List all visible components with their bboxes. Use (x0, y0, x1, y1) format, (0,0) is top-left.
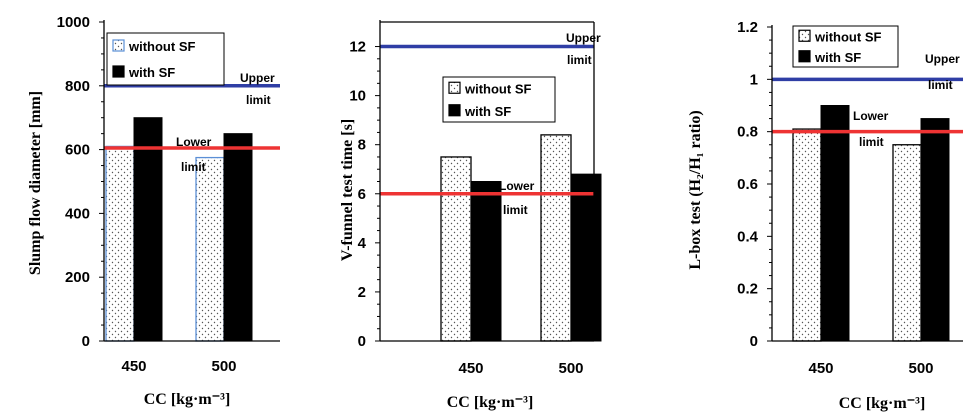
lower-limit-label: Lower (499, 179, 535, 193)
legend-swatch (112, 65, 125, 78)
y-tick-label: 0.8 (737, 124, 758, 141)
y-tick-label: 400 (65, 205, 90, 222)
x-tick-label: 450 (121, 358, 146, 375)
bar-without-sf-500 (540, 134, 572, 342)
y-axis-label: Slump flow diameter [mm] (27, 91, 44, 275)
legend: without SF with SF (442, 76, 556, 123)
legend-entry: without SF (464, 81, 531, 96)
legend-swatch (448, 104, 461, 117)
lower-limit-label: Lower (853, 109, 889, 123)
legend-swatch (112, 39, 125, 52)
y-tick-label: 0 (82, 333, 90, 350)
bar-with-sf-450 (470, 181, 502, 342)
bar-without-sf-450 (440, 156, 472, 342)
legend-entry: with SF (128, 65, 175, 80)
bar-without-sf-450 (105, 145, 135, 342)
legend-swatch (798, 50, 811, 63)
bar-with-sf-450 (133, 117, 163, 342)
bar-without-sf-500 (195, 156, 225, 342)
chart-panel-2: 0 2 4 6 8 10 12 Upper limit Lower limit 450 500 CC [k… (339, 20, 602, 411)
y-tick-label: 1 (750, 71, 758, 88)
x-tick-label: 500 (908, 360, 933, 377)
x-axis-label: CC [kg·m⁻³] (839, 395, 926, 412)
y-axis-label: L-box test (H₂/H₁ ratio) (687, 110, 704, 269)
legend-swatch (798, 29, 811, 42)
legend-entry: without SF (814, 29, 881, 44)
lower-limit-sublabel: limit (181, 160, 206, 174)
upper-limit-sublabel: limit (567, 53, 592, 67)
legend: without SF with SF (792, 25, 899, 68)
bar-without-sf-500 (892, 144, 922, 342)
y-tick-label: 200 (65, 269, 90, 286)
x-tick-label: 450 (808, 360, 833, 377)
y-axis-label: V-funnel test time [s] (339, 119, 356, 261)
bar-with-sf-500 (920, 118, 950, 342)
x-tick-label: 450 (458, 360, 483, 377)
x-axis-label: CC [kg·m⁻³] (144, 391, 231, 408)
x-axis-label: CC [kg·m⁻³] (447, 394, 534, 411)
upper-limit-label: Upper (566, 31, 601, 45)
chart-panel-3: 0 0.2 0.4 0.6 0.8 1 1.2 Upper limit Lower limit 450… (687, 19, 963, 412)
y-tick-label: 4 (358, 235, 367, 252)
legend-entry: without SF (128, 39, 195, 54)
legend-box (442, 76, 556, 123)
legend-box (106, 32, 225, 86)
y-tick-label: 0 (750, 333, 758, 350)
y-tick-label: 0.4 (737, 228, 759, 245)
upper-limit-label: Upper (240, 71, 275, 85)
bar-without-sf-450 (792, 128, 822, 342)
upper-limit-sublabel: limit (928, 78, 953, 92)
x-tick-label: 500 (211, 358, 236, 375)
lower-limit-sublabel: limit (859, 135, 884, 149)
y-tick-label: 1000 (57, 14, 90, 31)
y-tick-label: 600 (65, 142, 90, 159)
lower-limit-sublabel: limit (503, 203, 528, 217)
y-tick-label: 6 (358, 186, 366, 203)
y-tick-label: 2 (358, 284, 366, 301)
x-tick-label: 500 (558, 360, 583, 377)
legend-entry: with SF (814, 50, 861, 65)
y-tick-label: 0.6 (737, 176, 758, 193)
legend: without SF with SF (106, 32, 225, 86)
chart-panel-1: 0 200 400 600 800 1000 Upper limit Lower limit 450… (27, 14, 280, 408)
legend-swatch (448, 81, 461, 94)
y-tick-label: 800 (65, 78, 90, 95)
y-tick-label: 12 (349, 39, 366, 56)
legend-entry: with SF (464, 104, 511, 119)
bar-with-sf-500 (223, 133, 253, 342)
bar-with-sf-450 (820, 105, 850, 342)
lower-limit-label: Lower (176, 135, 212, 149)
y-tick-label: 1.2 (737, 19, 758, 36)
upper-limit-label: Upper (925, 52, 960, 66)
y-tick-label: 10 (349, 88, 366, 105)
y-tick-label: 0 (358, 333, 366, 350)
y-tick-label: 0.2 (737, 281, 758, 298)
bar-with-sf-500 (570, 173, 602, 342)
upper-limit-sublabel: limit (246, 93, 271, 107)
y-tick-label: 8 (358, 137, 366, 154)
